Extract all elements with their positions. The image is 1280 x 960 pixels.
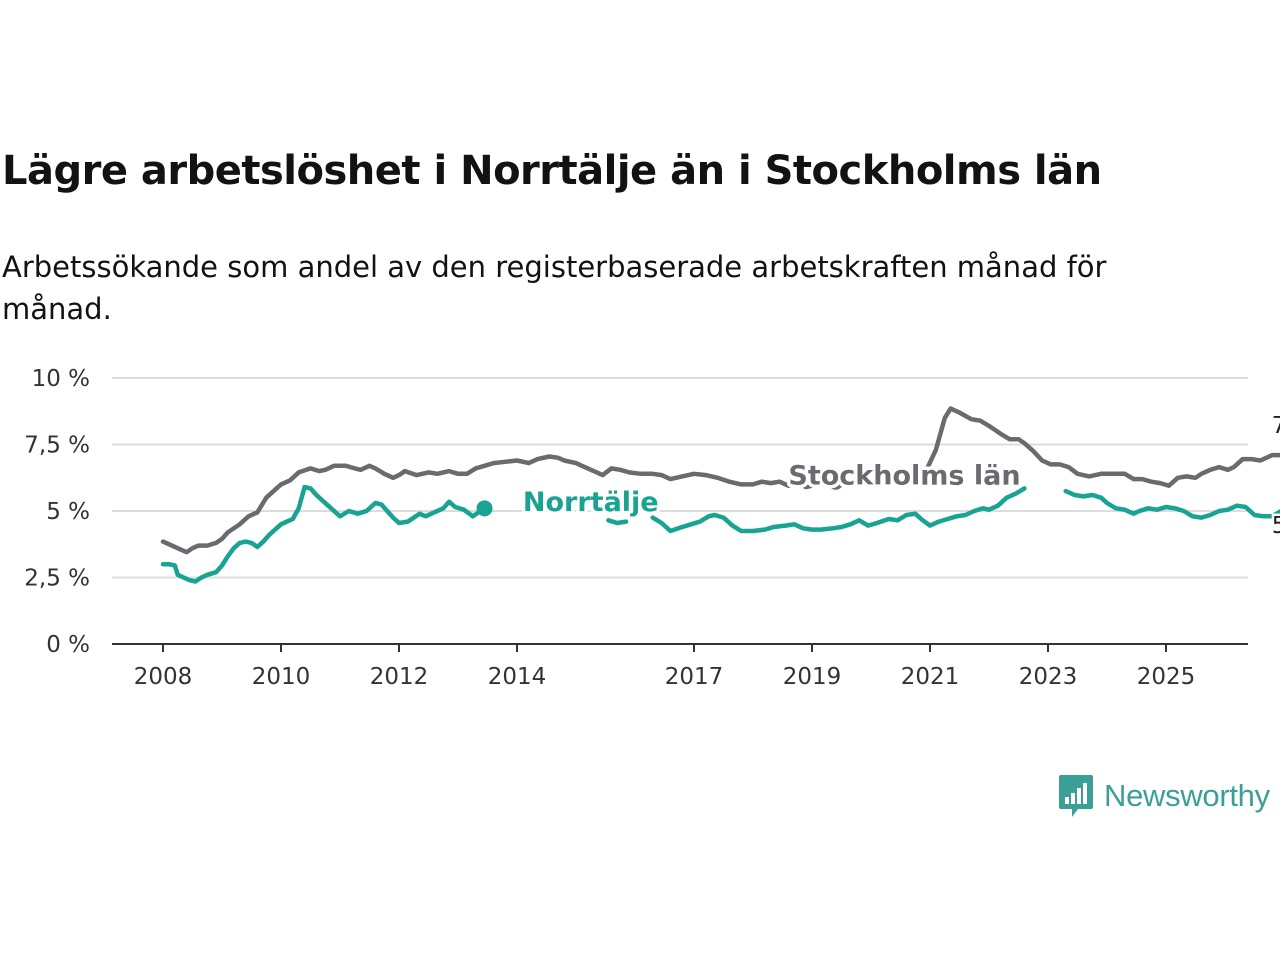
series-line-norrtlje — [160, 484, 487, 584]
series-line-norrtlje — [606, 518, 629, 526]
x-tick-label: 2017 — [665, 664, 724, 690]
series-lines — [160, 406, 1280, 584]
series-line-stockholms-ln — [160, 454, 838, 555]
y-tick-label: 5 % — [46, 499, 90, 525]
series-line-norrtlje — [1063, 488, 1280, 520]
bar-chart-speech-bubble-icon — [1059, 775, 1093, 817]
y-tick-label: 2,5 % — [24, 566, 90, 592]
x-tick-label: 2021 — [901, 664, 960, 690]
end-point-marker — [476, 500, 493, 517]
series-label: Stockholms län — [788, 460, 1020, 491]
x-tick-label: 2019 — [783, 664, 842, 690]
gridlines — [112, 377, 1248, 579]
end-point-marker — [827, 473, 844, 490]
series-label: Norrtälje — [523, 487, 659, 518]
y-tick-label: 10 % — [32, 366, 90, 392]
logo-text: Newsworthy — [1104, 778, 1270, 813]
end-value-label: 5,3 % — [1272, 513, 1280, 539]
x-tick-label: 2012 — [370, 664, 429, 690]
end-value-label: 7,4 % — [1272, 413, 1280, 439]
axes: 0 % 2,5 % 5 % 7,5 % 10 % 2008 2010 2012 2014 2017… — [24, 366, 1248, 690]
series-labels: Stockholms län Norrtälje 7,4 % 5,3 % — [519, 411, 1280, 542]
x-tick-label: 2023 — [1019, 664, 1078, 690]
x-tick-label: 2010 — [252, 664, 311, 690]
chart-title: Lägre arbetslöshet i Norrtälje än i Stoc… — [2, 148, 1102, 194]
chart-subtitle: Arbetssökande som andel av den registerb… — [2, 250, 1107, 326]
series-line-norrtlje — [650, 486, 1027, 534]
x-tick-label: 2008 — [134, 664, 193, 690]
y-tick-label: 7,5 % — [24, 433, 90, 459]
x-tick-label: 2014 — [488, 664, 547, 690]
x-tick-label: 2025 — [1137, 664, 1196, 690]
newsworthy-logo[interactable]: Newsworthy — [1058, 773, 1270, 819]
series-line-stockholms-ln — [921, 406, 1280, 488]
y-tick-label: 0 % — [46, 632, 90, 658]
